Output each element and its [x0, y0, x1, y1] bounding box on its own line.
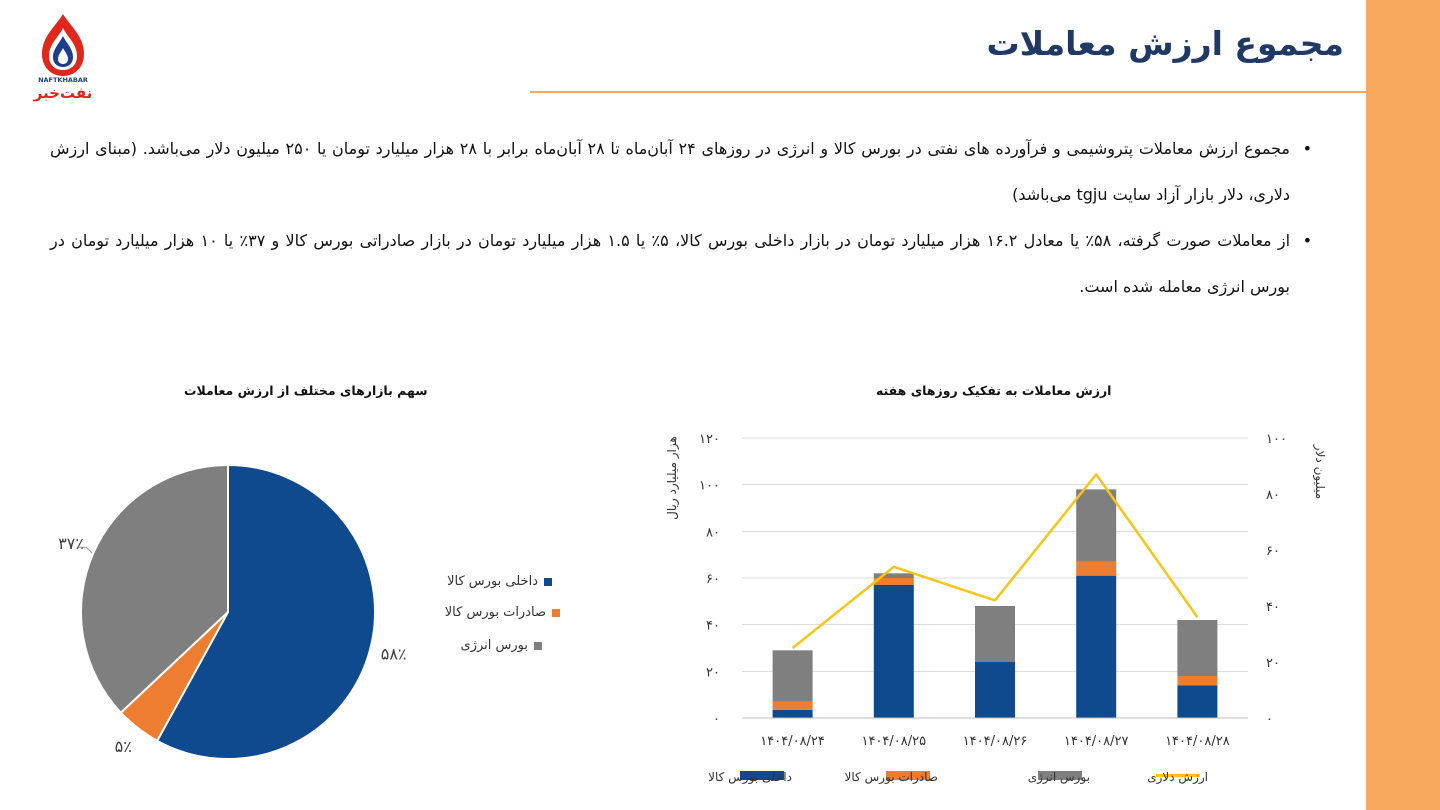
- legend-label: داخلی بورس کالا: [708, 770, 792, 785]
- logo-persian-text: نفت‌خبر: [33, 84, 93, 102]
- bar-segment: [772, 709, 813, 718]
- bar-segment: [772, 701, 813, 710]
- bullet-item: از معاملات صورت گرفته، ۵۸٪ یا معادل ۱۶.۲…: [50, 218, 1312, 310]
- bar-segment: [873, 573, 914, 578]
- legend-swatch: [1038, 771, 1082, 780]
- pie-legend-energy: بورس انرژی: [461, 638, 542, 653]
- bar-segment: [1177, 676, 1218, 686]
- pie-slice: [155, 463, 376, 760]
- bar-segment: [873, 578, 914, 585]
- bar-segment: [772, 650, 813, 702]
- y2-tick-label: ۰: [1266, 712, 1273, 727]
- y-tick-label: ۱۲۰: [699, 432, 720, 447]
- y2-tick-label: ۶۰: [1266, 544, 1280, 559]
- legend-label: بورس انرژی: [460, 638, 528, 653]
- legend-swatch-domestic: [544, 577, 552, 586]
- bar-segment: [1076, 575, 1117, 718]
- bar-segment: [1177, 685, 1218, 718]
- pie-chart-title: سهم بازارهای مختلف از ارزش معاملات: [184, 383, 428, 398]
- legend-label: بورس انرژی: [1028, 770, 1090, 785]
- legend-swatch-export: [552, 608, 560, 617]
- legend-label: صادرات بورس کالا: [444, 605, 546, 620]
- legend-swatch: [886, 771, 930, 780]
- y2-tick-label: ۸۰: [1266, 488, 1280, 503]
- line-series-dollar: [791, 473, 1199, 649]
- naftkhabar-logo: NAFTKHABAR نفت‌خبر: [28, 12, 98, 104]
- legend-swatch-energy: [534, 641, 542, 650]
- legend-label: صادرات بورس کالا: [845, 770, 938, 785]
- bar-segment: [975, 606, 1015, 662]
- pie-data-label: ۳۷٪: [58, 534, 84, 553]
- x-tick-label: ۱۴۰۴/۰۸/۲۵: [861, 734, 926, 749]
- legend-swatch: [740, 771, 784, 780]
- bullet-item: مجموع ارزش معاملات پتروشیمی و فرآورده ها…: [50, 126, 1312, 218]
- page-title: مجموع ارزش معاملات: [986, 24, 1345, 63]
- pie-leader-line: [78, 546, 93, 554]
- bar-chart-title: ارزش معاملات به تفکیک روزهای هفته: [876, 383, 1112, 398]
- bar-segment: [1076, 561, 1117, 576]
- bar-segment: [1076, 489, 1117, 562]
- bar-segment: [975, 662, 1015, 718]
- flame-logo-icon: NAFTKHABAR نفت‌خبر: [33, 14, 93, 102]
- title-underline: [530, 91, 1366, 93]
- y2-tick-label: ۴۰: [1266, 600, 1280, 615]
- pie-data-label: ۵۸٪: [381, 645, 407, 664]
- y-tick-label: ۲۰: [706, 665, 720, 680]
- x-tick-label: ۱۴۰۴/۰۸/۲۸: [1165, 734, 1230, 749]
- legend-label: داخلی بورس کالا: [447, 574, 538, 589]
- stacked-bar-chart: ۰ ۲۰ ۴۰ ۶۰ ۸۰ ۱۰۰ ۱۲۰ ۰ ۲۰ ۴۰ ۶۰ ۸۰ ۱۰۰ هزار میلیارد …: [665, 432, 1327, 785]
- x-tick-label: ۱۴۰۴/۰۸/۲۴: [760, 734, 825, 749]
- pie-slice: [80, 463, 229, 715]
- y2-tick-label: ۱۰۰: [1266, 432, 1287, 447]
- y-tick-label: ۶۰: [706, 572, 720, 587]
- summary-bullets: مجموع ارزش معاملات پتروشیمی و فرآورده ها…: [50, 126, 1312, 310]
- pie-legend-domestic: داخلی بورس کالا: [447, 574, 552, 589]
- pie-chart: ۵۸٪ ۵٪ ۳۷٪: [58, 463, 407, 760]
- y2-tick-label: ۲۰: [1266, 656, 1280, 671]
- legend-swatch-line: [1156, 774, 1200, 777]
- accent-side-bar: [1366, 0, 1440, 810]
- y-tick-label: ۱۰۰: [699, 479, 720, 494]
- x-tick-label: ۱۴۰۴/۰۸/۲۷: [1064, 734, 1129, 749]
- pie-legend-export: صادرات بورس کالا: [445, 605, 560, 620]
- bar-segment: [1177, 620, 1218, 676]
- bar-segment: [873, 585, 914, 718]
- y-tick-label: ۰: [713, 712, 720, 727]
- x-tick-label: ۱۴۰۴/۰۸/۲۶: [963, 734, 1028, 749]
- y-tick-label: ۸۰: [706, 525, 720, 540]
- legend-label: ارزش دلاری: [1147, 770, 1208, 785]
- y2-axis-title: میلیون دلار: [1312, 444, 1327, 499]
- pie-data-label: ۵٪: [115, 737, 132, 756]
- logo-latin-text: NAFTKHABAR: [38, 76, 88, 84]
- y-axis-title: هزار میلیارد ریال: [665, 436, 680, 520]
- y-tick-label: ۴۰: [706, 619, 720, 634]
